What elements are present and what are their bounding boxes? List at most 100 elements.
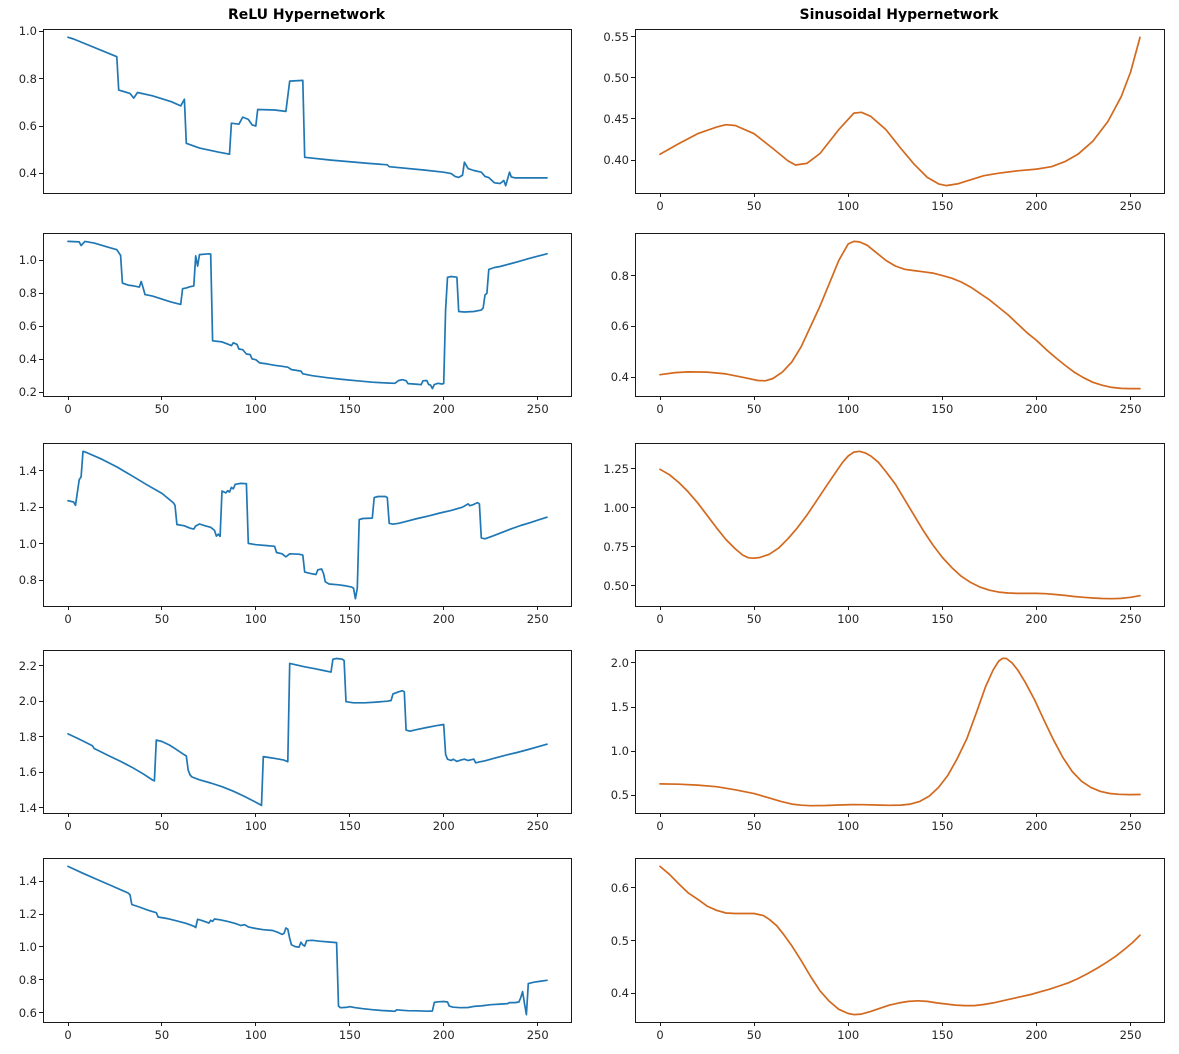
x-tick-label: 150 bbox=[338, 819, 361, 833]
plot-area bbox=[659, 450, 1141, 600]
x-tick-mark bbox=[537, 813, 539, 817]
x-tick-mark bbox=[349, 1022, 351, 1026]
y-tick-label: 0.50 bbox=[603, 70, 629, 85]
x-tick-label: 150 bbox=[931, 1028, 954, 1042]
y-tick-label: 1.2 bbox=[18, 500, 37, 515]
x-tick-label: 0 bbox=[656, 819, 664, 833]
x-tick-label: 250 bbox=[526, 1028, 549, 1042]
data-line bbox=[67, 865, 548, 1016]
x-tick-mark bbox=[1036, 193, 1037, 197]
x-tick-mark bbox=[659, 606, 661, 610]
y-tick-label: 1.2 bbox=[18, 907, 37, 921]
x-tick-mark bbox=[1036, 396, 1037, 400]
y-tick-mark bbox=[631, 275, 635, 277]
subplot-relu-row1: 1.0 0.8 0.6 0.4 bbox=[19, 24, 572, 194]
x-tick-label: 50 bbox=[746, 819, 762, 833]
plot-area bbox=[659, 36, 1141, 187]
y-tick-label: 0.4 bbox=[18, 166, 37, 181]
x-tick-mark bbox=[941, 813, 943, 817]
x-tick-label: 100 bbox=[837, 402, 860, 416]
x-tick-mark bbox=[255, 396, 257, 400]
x-tick-label: 150 bbox=[931, 402, 954, 416]
x-tick-mark bbox=[941, 396, 943, 400]
y-tick-label: 1.0 bbox=[18, 536, 37, 551]
y-tick-mark bbox=[631, 546, 635, 547]
x-tick-mark bbox=[255, 606, 257, 610]
y-tick-mark bbox=[39, 1012, 43, 1014]
data-line bbox=[659, 240, 1141, 390]
x-tick-mark bbox=[753, 1022, 755, 1026]
data-line bbox=[659, 657, 1141, 807]
y-tick-mark bbox=[39, 125, 43, 127]
x-tick-label: 150 bbox=[338, 402, 361, 416]
left-column-title: ReLU Hypernetwork bbox=[227, 7, 386, 23]
x-tick-mark bbox=[537, 396, 539, 400]
x-tick-mark bbox=[753, 396, 755, 400]
y-tick-label: 0.4 bbox=[610, 370, 629, 385]
x-tick-label: 100 bbox=[837, 819, 860, 833]
y-tick-label: 2.0 bbox=[610, 655, 629, 670]
x-tick-label: 0 bbox=[656, 612, 664, 626]
y-tick-label: 0.55 bbox=[603, 29, 629, 44]
x-tick-label: 250 bbox=[1119, 1028, 1142, 1042]
x-tick-mark bbox=[1130, 606, 1132, 610]
y-tick-mark bbox=[631, 36, 635, 38]
x-tick-label: 200 bbox=[1025, 819, 1048, 833]
x-tick-mark bbox=[753, 606, 755, 610]
plot-area bbox=[659, 240, 1141, 390]
x-tick-mark bbox=[1036, 1022, 1037, 1026]
y-tick-mark bbox=[39, 358, 43, 360]
y-tick-mark bbox=[39, 470, 43, 471]
subplot-relu-row4: 2.2 2.0 1.8 1.6 1.4 0 50 100 150 200 250 bbox=[19, 650, 572, 833]
subplot-relu-row5: 1.4 1.2 1.0 0.8 0.6 0 50 100 150 200 250 bbox=[19, 858, 572, 1042]
x-tick-mark bbox=[443, 813, 445, 817]
x-tick-label: 100 bbox=[244, 1028, 267, 1042]
x-tick-label: 200 bbox=[432, 1028, 455, 1042]
subplot-relu-row3: 1.4 1.2 1.0 0.8 0 50 100 150 200 250 bbox=[19, 443, 572, 626]
x-tick-mark bbox=[255, 1022, 257, 1026]
x-tick-label: 50 bbox=[154, 402, 170, 416]
y-tick-mark bbox=[631, 585, 635, 587]
y-tick-mark bbox=[39, 292, 43, 294]
x-tick-mark bbox=[659, 813, 661, 817]
y-tick-label: 0.8 bbox=[18, 972, 37, 987]
y-tick-mark bbox=[39, 78, 43, 80]
x-tick-mark bbox=[349, 606, 351, 610]
y-tick-mark bbox=[631, 118, 635, 120]
x-tick-mark bbox=[1036, 606, 1037, 610]
x-tick-mark bbox=[941, 606, 943, 610]
y-tick-label: 1.8 bbox=[18, 729, 37, 744]
y-tick-label: 0.8 bbox=[610, 268, 629, 283]
y-tick-mark bbox=[631, 992, 635, 994]
x-tick-mark bbox=[349, 396, 351, 400]
y-tick-label: 1.0 bbox=[18, 24, 37, 39]
y-tick-mark bbox=[39, 771, 43, 773]
x-tick-label: 250 bbox=[1119, 402, 1142, 416]
y-tick-label: 1.25 bbox=[603, 461, 629, 476]
x-tick-label: 100 bbox=[244, 819, 267, 833]
x-tick-label: 150 bbox=[338, 1028, 361, 1042]
x-tick-mark bbox=[67, 1022, 69, 1026]
data-line bbox=[67, 657, 548, 807]
y-tick-mark bbox=[631, 77, 635, 79]
y-tick-label: 0.50 bbox=[603, 578, 629, 593]
x-tick-label: 50 bbox=[154, 612, 170, 626]
y-tick-mark bbox=[39, 946, 43, 948]
y-tick-mark bbox=[39, 391, 43, 393]
y-tick-label: 0.6 bbox=[610, 319, 629, 334]
x-tick-label: 200 bbox=[1025, 612, 1048, 626]
y-tick-mark bbox=[631, 940, 635, 941]
y-tick-mark bbox=[631, 507, 635, 508]
x-tick-label: 0 bbox=[656, 402, 664, 416]
x-tick-mark bbox=[1130, 193, 1132, 197]
x-tick-label: 250 bbox=[526, 612, 549, 626]
y-tick-label: 0.6 bbox=[18, 319, 37, 334]
y-tick-label: 1.4 bbox=[18, 874, 37, 889]
data-line bbox=[67, 36, 548, 187]
x-tick-label: 100 bbox=[244, 612, 267, 626]
x-tick-mark bbox=[67, 606, 69, 610]
x-tick-label: 50 bbox=[154, 1028, 170, 1042]
y-tick-label: 0.2 bbox=[18, 385, 37, 400]
y-tick-mark bbox=[631, 325, 635, 327]
